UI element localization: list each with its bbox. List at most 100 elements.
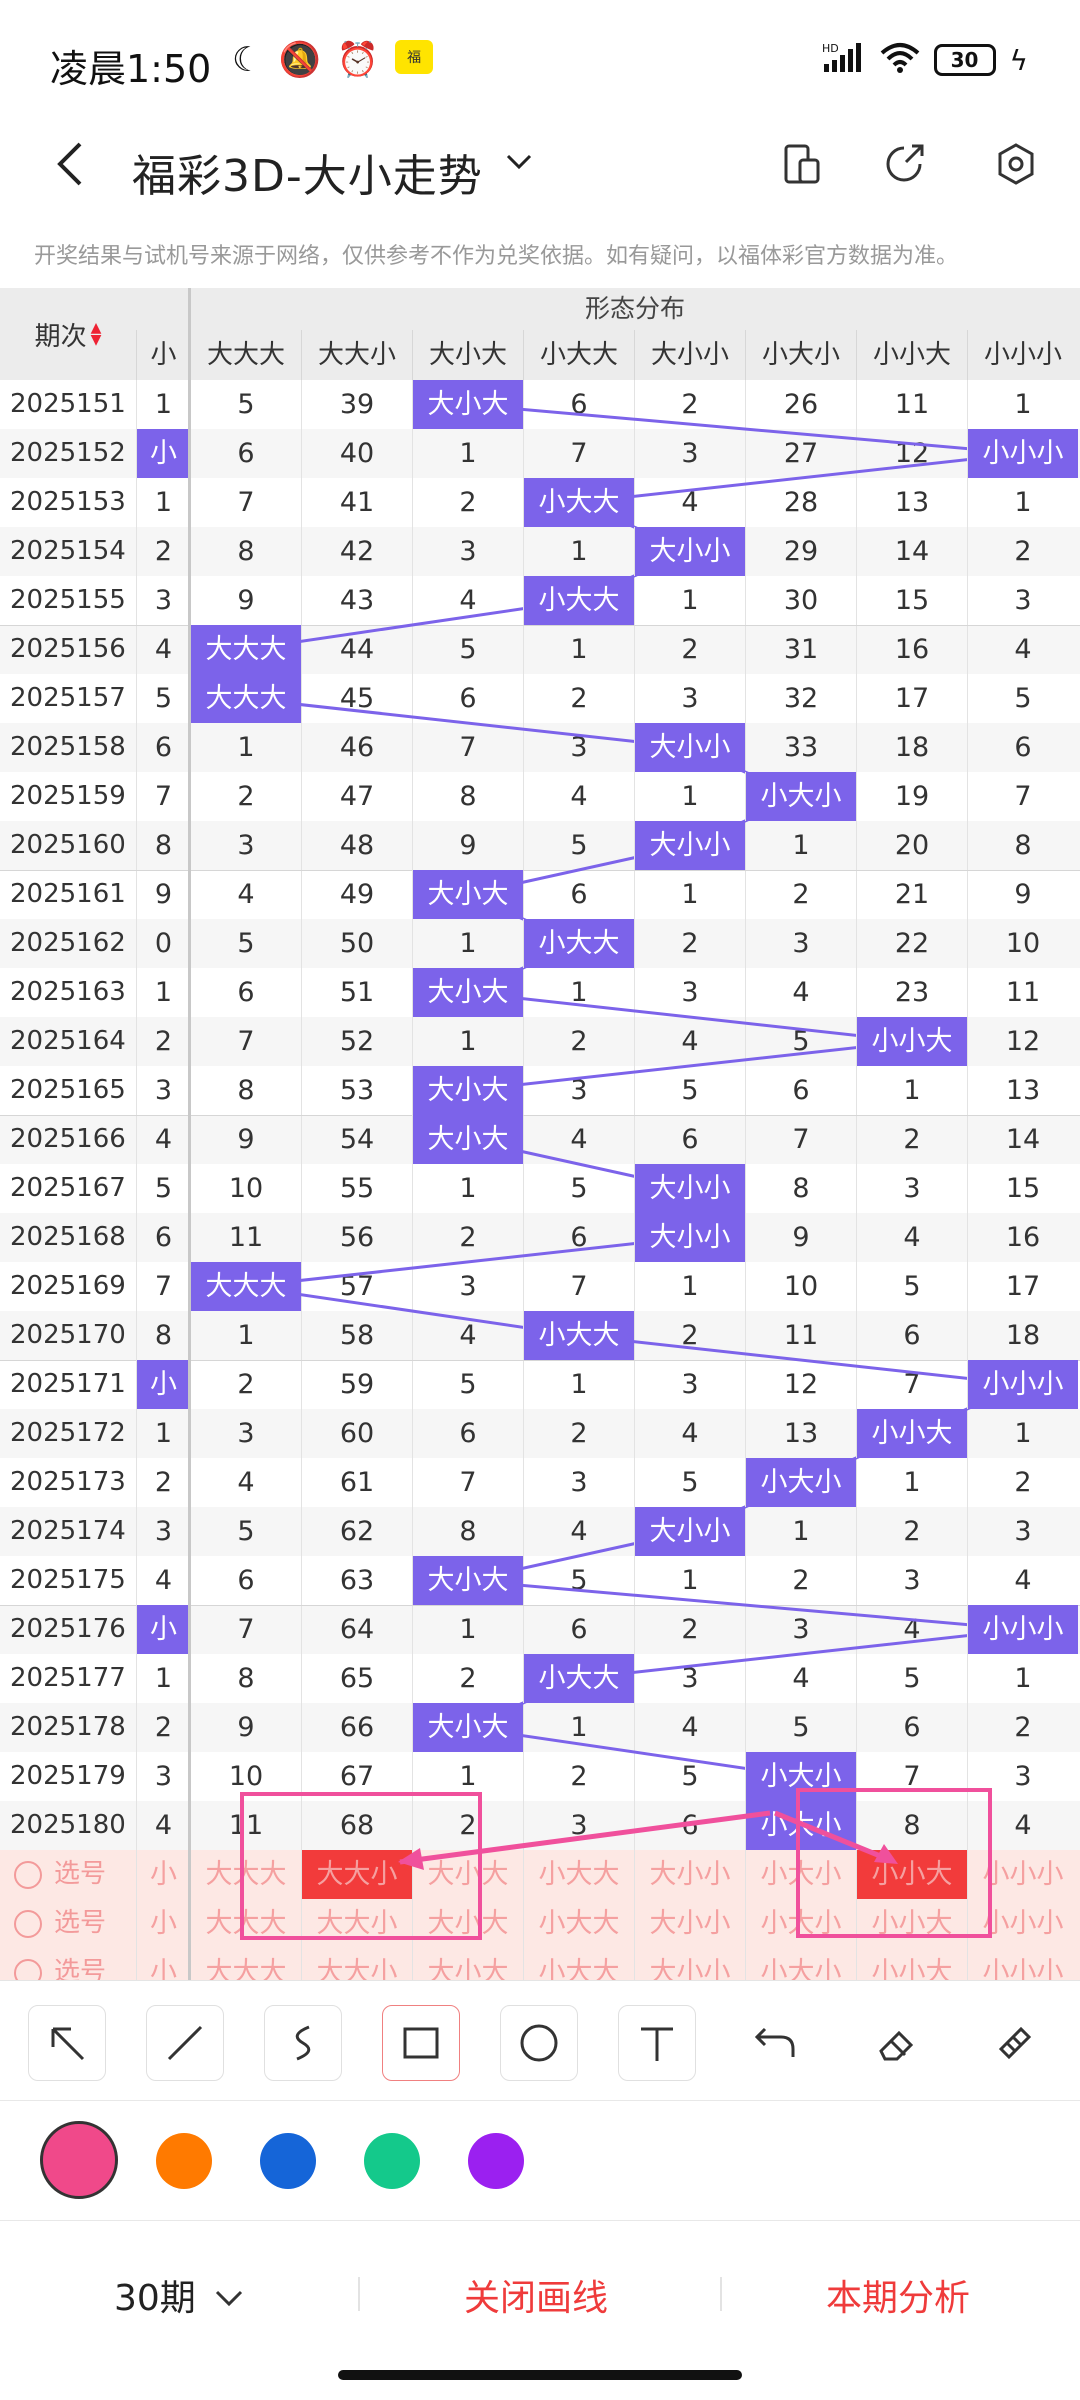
table-row[interactable]: 2025167 5 10 55 1 5 大小小 8 3 15 <box>0 1164 1080 1213</box>
table-row[interactable]: 2025161 9 4 49 大小大 6 1 2 21 9 <box>0 870 1080 919</box>
miss-count-cell: 13 <box>856 478 967 527</box>
table-row[interactable]: 2025160 8 3 48 9 5 大小小 1 20 8 <box>0 821 1080 870</box>
current-analysis-button[interactable]: 本期分析 <box>826 2278 971 2319</box>
text-tool-icon[interactable] <box>618 2005 696 2081</box>
table-row[interactable]: 2025173 2 4 61 7 3 5 小大小 1 2 <box>0 1458 1080 1507</box>
rectangle-tool-icon[interactable] <box>382 2005 460 2081</box>
select-option[interactable]: 小小大 <box>856 1948 967 1980</box>
table-row[interactable]: 2025168 6 11 56 2 6 大小小 9 4 16 <box>0 1213 1080 1262</box>
table-row[interactable]: 2025153 1 7 41 2 小大大 4 28 13 1 <box>0 478 1080 527</box>
selected-option[interactable]: 大大小 <box>301 1850 412 1899</box>
color-swatch-orange[interactable] <box>156 2133 212 2189</box>
issue-header[interactable]: 期次 ▲ ▼ <box>0 288 136 380</box>
miss-count-cell: 7 <box>523 1262 634 1311</box>
table-row[interactable]: 2025169 7 大大大 57 3 7 1 10 5 17 <box>0 1262 1080 1311</box>
hit-cell: 大小小 <box>634 527 745 576</box>
select-option[interactable]: 大小大 <box>412 1899 523 1948</box>
split-view-icon[interactable] <box>774 136 830 192</box>
home-indicator <box>338 2370 742 2380</box>
partial-cell: 2 <box>136 1017 190 1066</box>
close-drawing-button[interactable]: 关闭画线 <box>464 2278 609 2319</box>
select-option[interactable]: 大小小 <box>634 1948 745 1980</box>
select-option[interactable]: 小 <box>136 1948 190 1980</box>
select-radio[interactable]: 选号 <box>14 1850 106 1899</box>
color-swatch-green[interactable] <box>364 2133 420 2189</box>
select-option[interactable]: 大小小 <box>634 1850 745 1899</box>
select-option[interactable]: 大小小 <box>634 1899 745 1948</box>
table-row[interactable]: 2025178 2 9 66 大小大 1 4 5 6 2 <box>0 1703 1080 1752</box>
drawn-rectangle-1[interactable] <box>240 1792 482 1940</box>
select-option[interactable]: 大大大 <box>190 1948 301 1980</box>
select-option[interactable]: 大大小 <box>301 1948 412 1980</box>
select-option[interactable]: 小大小 <box>745 1899 856 1948</box>
select-option[interactable]: 大小大 <box>412 1948 523 1980</box>
select-option[interactable]: 大大小 <box>301 1899 412 1948</box>
trend-table[interactable]: 形态分布 小大大大 大大小 大小大 小大大 大小小 小大小 小小大 小小小 期次 ▲ ▼ 202… <box>0 288 1080 1980</box>
chevron-down-icon[interactable] <box>504 140 534 188</box>
wifi-icon <box>880 41 920 79</box>
color-swatch-purple[interactable] <box>468 2133 524 2189</box>
share-icon[interactable] <box>876 136 932 192</box>
table-row[interactable]: 2025152 小 6 40 1 7 3 27 12 小小小 <box>0 429 1080 478</box>
hit-cell: 小大大 <box>523 1654 634 1703</box>
table-row[interactable]: 2025156 4 大大大 44 5 1 2 31 16 4 <box>0 625 1080 674</box>
table-row[interactable]: 2025172 1 3 60 6 2 4 13 小小大 1 <box>0 1409 1080 1458</box>
select-radio[interactable]: 选号 <box>14 1899 106 1948</box>
select-option[interactable]: 小大小 <box>745 1948 856 1980</box>
select-option[interactable]: 小小小 <box>967 1850 1078 1899</box>
table-row[interactable]: 2025159 7 2 47 8 4 1 小大小 19 7 <box>0 772 1080 821</box>
table-row[interactable]: 2025151 1 5 39 大小大 6 2 26 11 1 <box>0 380 1080 429</box>
table-row[interactable]: 2025165 3 8 53 大小大 3 5 6 1 13 <box>0 1066 1080 1115</box>
page-title[interactable]: 福彩3D-大小走势 <box>132 151 483 202</box>
column-header: 大大大 <box>190 330 301 380</box>
miss-count-cell: 8 <box>190 1066 301 1115</box>
table-row[interactable]: 2025163 1 6 51 大小大 1 3 4 23 11 <box>0 968 1080 1017</box>
number-select-row[interactable]: 选号小大大大 大大小 大小大 小大大 大小小 小大小 小小大 小小小 <box>0 1948 1080 1980</box>
miss-count-cell: 62 <box>301 1507 412 1556</box>
table-row[interactable]: 2025157 5 大大大 45 6 2 3 32 17 5 <box>0 674 1080 723</box>
select-option[interactable]: 小小小 <box>967 1948 1078 1980</box>
miss-count-cell: 12 <box>967 1017 1078 1066</box>
miss-count-cell: 48 <box>301 821 412 870</box>
table-row[interactable]: 2025158 6 1 46 7 3 大小小 33 18 6 <box>0 723 1080 772</box>
select-option[interactable]: 小 <box>136 1899 190 1948</box>
select-option[interactable]: 小大大 <box>523 1850 634 1899</box>
miss-count-cell: 3 <box>856 1556 967 1605</box>
select-radio[interactable]: 选号 <box>14 1948 106 1980</box>
table-row[interactable]: 2025154 2 8 42 3 1 大小小 29 14 2 <box>0 527 1080 576</box>
table-row[interactable]: 2025176 小 7 64 1 6 2 3 4 小小小 <box>0 1605 1080 1654</box>
color-swatch-blue[interactable] <box>260 2133 316 2189</box>
table-row[interactable]: 2025175 4 6 63 大小大 5 1 2 3 4 <box>0 1556 1080 1605</box>
miss-count-cell: 3 <box>967 576 1078 625</box>
number-select-row[interactable]: 选号小大大大 大大小 大小大 小大大 大小小 小大小 小小大 小小小 <box>0 1899 1080 1948</box>
miss-count-cell: 56 <box>301 1213 412 1262</box>
select-option[interactable]: 小大小 <box>745 1850 856 1899</box>
select-option[interactable]: 小 <box>136 1850 190 1899</box>
select-option[interactable]: 小大大 <box>523 1899 634 1948</box>
line-tool-icon[interactable] <box>146 2005 224 2081</box>
color-swatch-pink[interactable] <box>40 2121 118 2199</box>
table-row[interactable]: 2025171 小 2 59 5 1 3 12 7 小小小 <box>0 1360 1080 1409</box>
table-row[interactable]: 2025155 3 9 43 4 小大大 1 30 15 3 <box>0 576 1080 625</box>
miss-count-cell: 7 <box>412 1458 523 1507</box>
clear-tool-icon[interactable] <box>976 2005 1054 2081</box>
miss-count-cell: 49 <box>301 870 412 919</box>
drawn-rectangle-2[interactable] <box>796 1788 992 1938</box>
undo-tool-icon[interactable] <box>736 2005 814 2081</box>
settings-icon[interactable] <box>988 136 1044 192</box>
freehand-tool-icon[interactable] <box>264 2005 342 2081</box>
table-row[interactable]: 2025162 0 5 50 1 小大大 2 3 22 10 <box>0 919 1080 968</box>
table-row[interactable]: 2025177 1 8 65 2 小大大 3 4 5 1 <box>0 1654 1080 1703</box>
select-option[interactable]: 小大大 <box>523 1948 634 1980</box>
eraser-tool-icon[interactable] <box>858 2005 936 2081</box>
select-option[interactable]: 小小大 <box>856 1899 967 1948</box>
arrow-tool-icon[interactable] <box>28 2005 106 2081</box>
back-button[interactable] <box>50 138 90 203</box>
table-row[interactable]: 2025164 2 7 52 1 2 4 5 小小大 12 <box>0 1017 1080 1066</box>
table-row[interactable]: 2025166 4 9 54 大小大 4 6 7 2 14 <box>0 1115 1080 1164</box>
table-row[interactable]: 2025170 8 1 58 4 小大大 2 11 6 18 <box>0 1311 1080 1360</box>
period-selector[interactable]: 30期 <box>114 2269 245 2321</box>
table-row[interactable]: 2025174 3 5 62 8 4 大小小 1 2 3 <box>0 1507 1080 1556</box>
circle-tool-icon[interactable] <box>500 2005 578 2081</box>
select-option[interactable]: 小小小 <box>967 1899 1078 1948</box>
